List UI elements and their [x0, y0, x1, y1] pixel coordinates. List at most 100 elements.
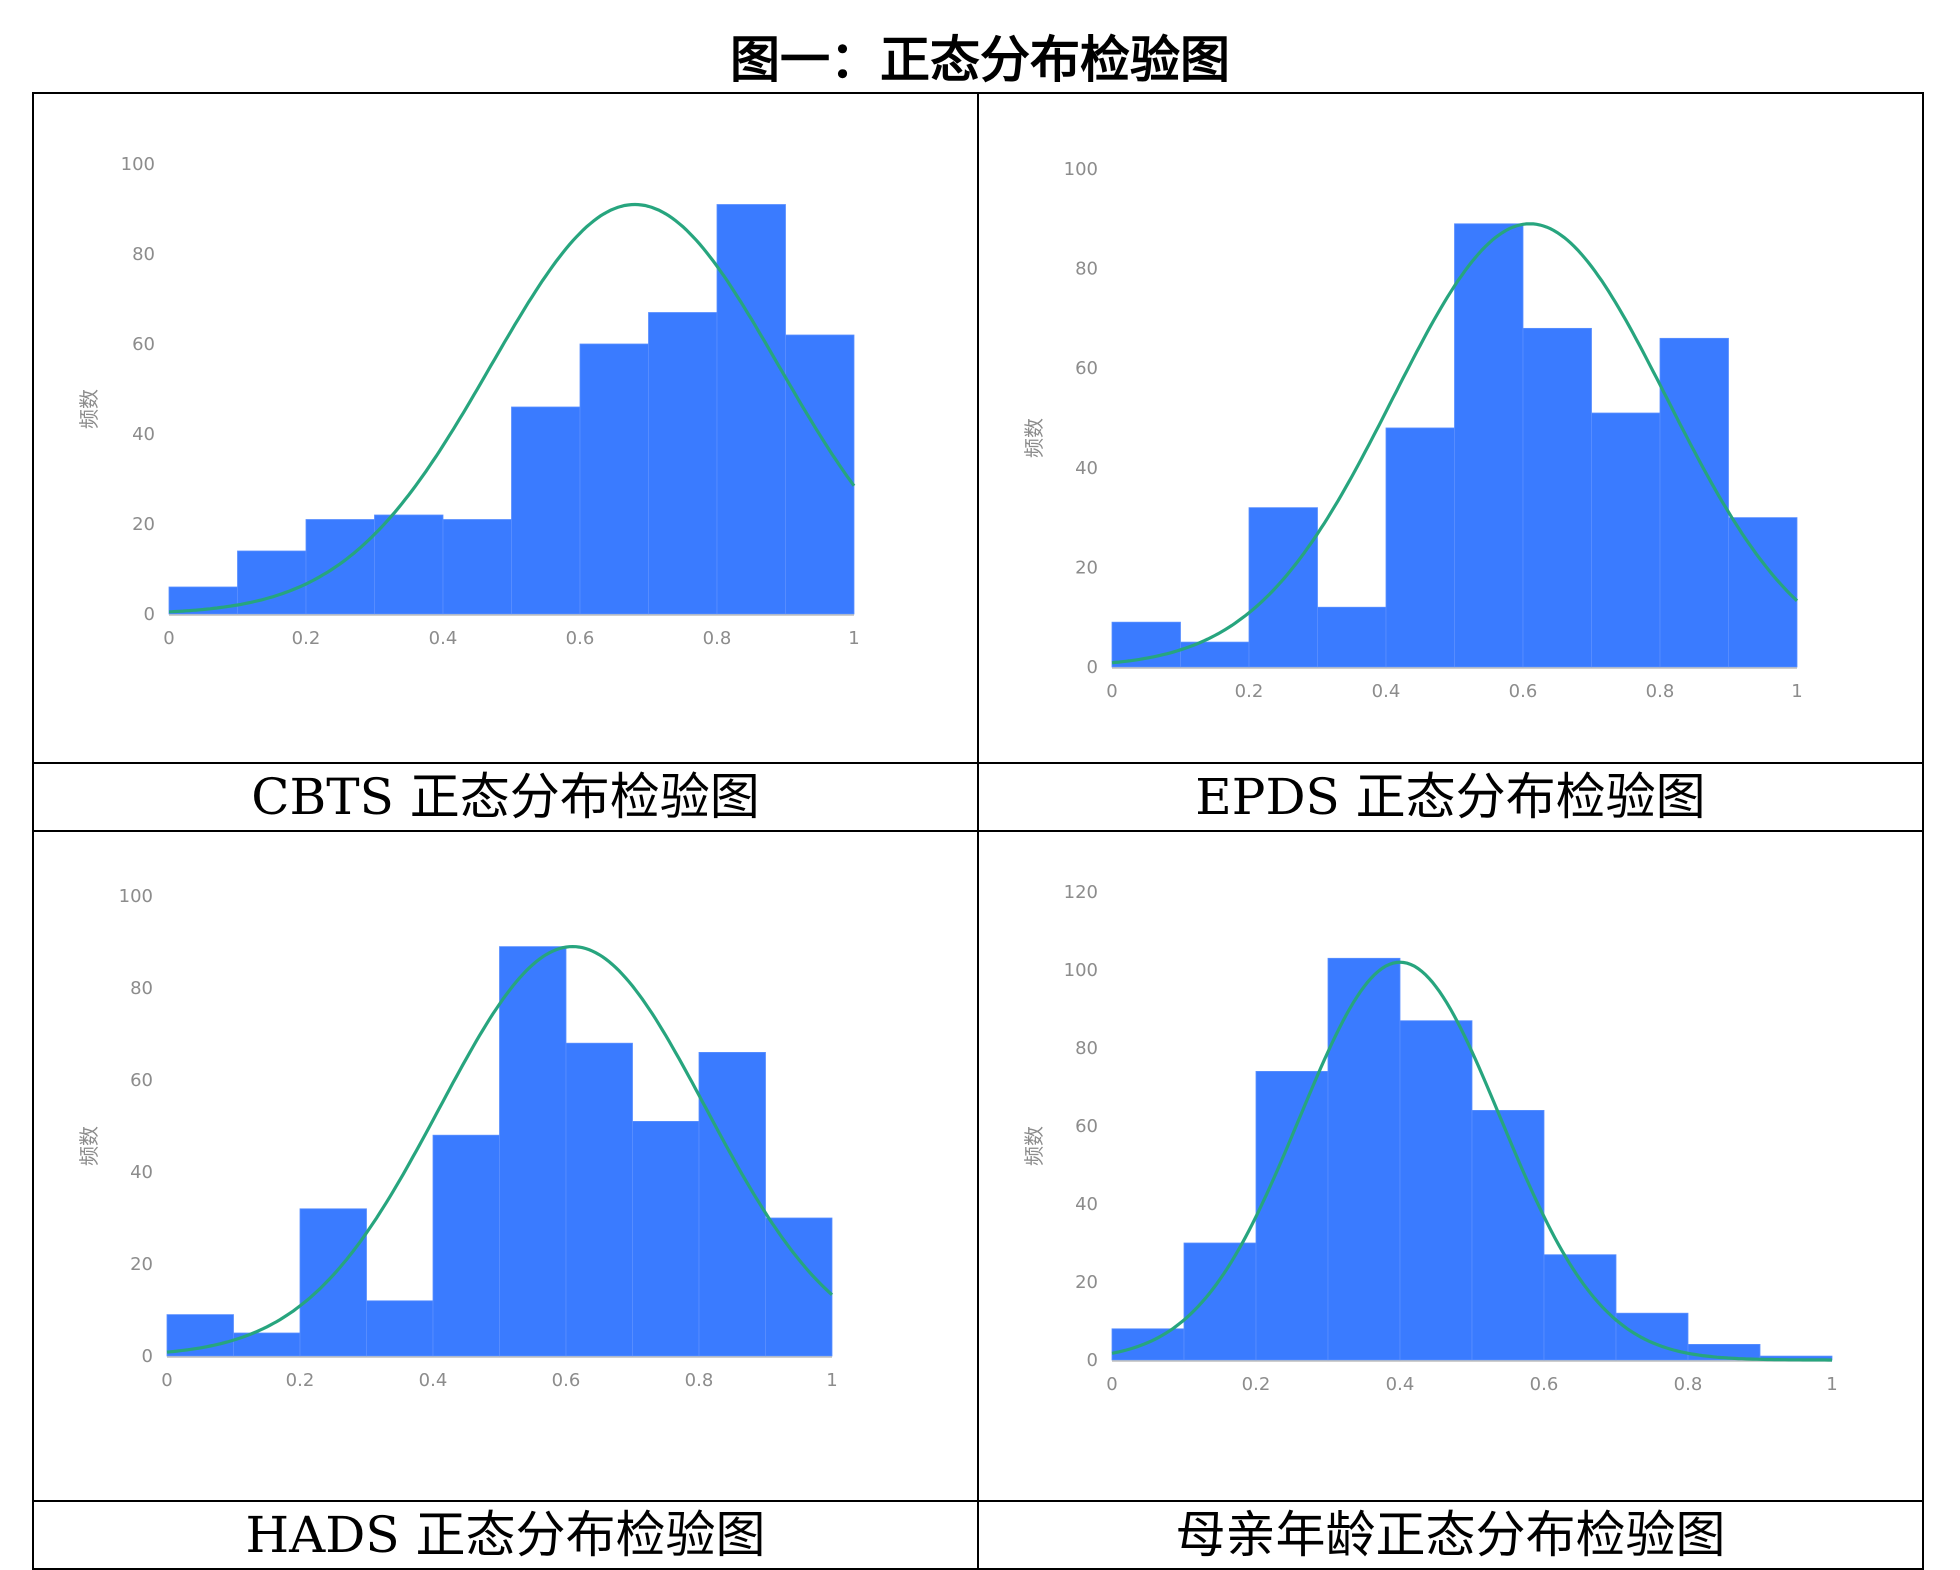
normal-curve — [166, 944, 834, 1354]
y-tick-label: 100 — [1064, 960, 1098, 981]
x-tick-label: 0.6 — [1530, 1374, 1559, 1395]
y-tick-label: 0 — [1087, 1350, 1098, 1371]
x-tick-label: 0.8 — [685, 1370, 714, 1391]
histogram-bar — [648, 312, 718, 615]
y-tick-label: 20 — [132, 514, 155, 535]
histogram-chart-maternal-age: 0 20 40 60 80 100 120 0 0.2 0.4 0.6 0.8 1 频数 — [1022, 882, 1838, 1395]
histogram-bar — [305, 519, 375, 615]
histogram-bar — [1385, 427, 1455, 668]
y-tick-label: 60 — [1075, 1116, 1098, 1137]
x-tick-label: 0 — [163, 628, 174, 649]
figure-grid: 0 20 40 60 80 100 0 0.2 0.4 0.6 0.8 1 频数 0 20 40 60 80 10… — [32, 92, 1924, 1570]
histogram-bar — [1659, 337, 1729, 668]
histogram-bar — [1255, 1070, 1329, 1361]
chart-cell-maternal-age: 0 20 40 60 80 100 120 0 0.2 0.4 0.6 0.8 1 频数 — [977, 830, 1924, 1502]
histogram-bar — [1522, 327, 1592, 668]
normal-curve — [1111, 222, 1799, 665]
x-tick-label: 0.4 — [429, 628, 458, 649]
histogram-bar — [1111, 1328, 1185, 1361]
x-tick-label: 1 — [1826, 1374, 1837, 1395]
normal-curve — [1111, 960, 1832, 1362]
x-tick-label: 1 — [1791, 681, 1802, 702]
y-tick-label: 20 — [130, 1254, 153, 1275]
y-tick-label: 80 — [1075, 1038, 1098, 1059]
histogram-bar — [1454, 223, 1524, 668]
caption-epds: EPDS 正态分布检验图 — [977, 762, 1924, 832]
y-tick-label: 80 — [130, 978, 153, 999]
page-title: 图一：正态分布检验图 — [730, 30, 1230, 89]
y-tick-label: 40 — [132, 424, 155, 445]
normal-curve — [168, 202, 856, 614]
y-tick-label: 0 — [142, 1346, 153, 1367]
histogram-bar — [579, 343, 649, 615]
x-tick-label: 0.8 — [1646, 681, 1675, 702]
y-tick-label: 0 — [1087, 657, 1098, 678]
histogram-bar — [1248, 507, 1318, 668]
y-axis-label: 频数 — [1022, 1126, 1046, 1166]
histogram-chart-epds: 0 20 40 60 80 100 0 0.2 0.4 0.6 0.8 1 频数 — [1022, 159, 1803, 702]
x-tick-label: 0.4 — [1386, 1374, 1415, 1395]
x-tick-label: 0.4 — [419, 1370, 448, 1391]
histogram-bar — [299, 1208, 367, 1357]
y-tick-label: 100 — [121, 154, 155, 175]
histogram-bar — [499, 946, 567, 1357]
histogram-bar — [1591, 412, 1661, 668]
histogram-bar — [698, 1051, 766, 1357]
y-tick-label: 40 — [130, 1162, 153, 1183]
x-tick-label: 0.8 — [703, 628, 732, 649]
histogram-bar — [765, 1217, 833, 1357]
y-tick-label: 80 — [132, 244, 155, 265]
x-tick-label: 1 — [826, 1370, 837, 1391]
y-tick-label: 40 — [1075, 1194, 1098, 1215]
histogram-bar — [1327, 957, 1401, 1361]
y-tick-label: 60 — [1075, 358, 1098, 379]
x-tick-label: 0.2 — [1242, 1374, 1271, 1395]
chart-cell-hads: 0 20 40 60 80 100 0 0.2 0.4 0.6 0.8 1 频数 — [32, 830, 979, 1502]
histogram-bar — [1543, 1254, 1617, 1361]
y-tick-label: 60 — [132, 334, 155, 355]
histogram-bar — [1317, 606, 1387, 668]
y-tick-label: 0 — [144, 604, 155, 625]
y-tick-label: 20 — [1075, 1272, 1098, 1293]
histogram-bar — [366, 1300, 434, 1357]
chart-cell-cbts: 0 20 40 60 80 100 0 0.2 0.4 0.6 0.8 1 频数 — [32, 92, 979, 764]
y-tick-label: 20 — [1075, 557, 1098, 578]
y-axis-label: 频数 — [1022, 418, 1046, 458]
x-tick-label: 0 — [1106, 1374, 1117, 1395]
histogram-bar — [1183, 1242, 1257, 1361]
histogram-bar — [785, 334, 855, 615]
x-tick-label: 0.6 — [1509, 681, 1538, 702]
y-tick-label: 80 — [1075, 259, 1098, 280]
y-axis-label: 频数 — [77, 1126, 101, 1166]
histogram-bar — [511, 406, 581, 615]
histogram-bar — [1399, 1020, 1473, 1361]
caption-maternal-age: 母亲年龄正态分布检验图 — [977, 1500, 1924, 1570]
histogram-bar — [432, 1134, 500, 1357]
y-tick-label: 120 — [1064, 882, 1098, 903]
chart-cell-epds: 0 20 40 60 80 100 0 0.2 0.4 0.6 0.8 1 频数 — [977, 92, 1924, 764]
histogram-bar — [632, 1120, 700, 1357]
histogram-bar — [565, 1042, 633, 1357]
x-tick-label: 1 — [848, 628, 859, 649]
histogram-bar — [1615, 1312, 1689, 1361]
y-tick-label: 100 — [119, 886, 153, 907]
y-tick-label: 40 — [1075, 458, 1098, 479]
caption-cbts: CBTS 正态分布检验图 — [32, 762, 979, 832]
x-tick-label: 0.2 — [292, 628, 321, 649]
histogram-bar — [374, 514, 444, 615]
y-tick-label: 60 — [130, 1070, 153, 1091]
caption-hads: HADS 正态分布检验图 — [32, 1500, 979, 1570]
histogram-bar — [442, 519, 512, 615]
x-tick-label: 0.6 — [566, 628, 595, 649]
x-tick-label: 0 — [1106, 681, 1117, 702]
y-axis-label: 频数 — [77, 389, 101, 429]
x-tick-label: 0.8 — [1674, 1374, 1703, 1395]
x-tick-label: 0.4 — [1372, 681, 1401, 702]
x-tick-label: 0 — [161, 1370, 172, 1391]
histogram-chart-cbts: 0 20 40 60 80 100 0 0.2 0.4 0.6 0.8 1 频数 — [77, 154, 860, 649]
x-tick-label: 0.2 — [1235, 681, 1264, 702]
histogram-chart-hads: 0 20 40 60 80 100 0 0.2 0.4 0.6 0.8 1 频数 — [77, 886, 838, 1391]
histogram-bar — [716, 204, 786, 615]
y-tick-label: 100 — [1064, 159, 1098, 180]
histogram-bar — [1728, 517, 1798, 668]
